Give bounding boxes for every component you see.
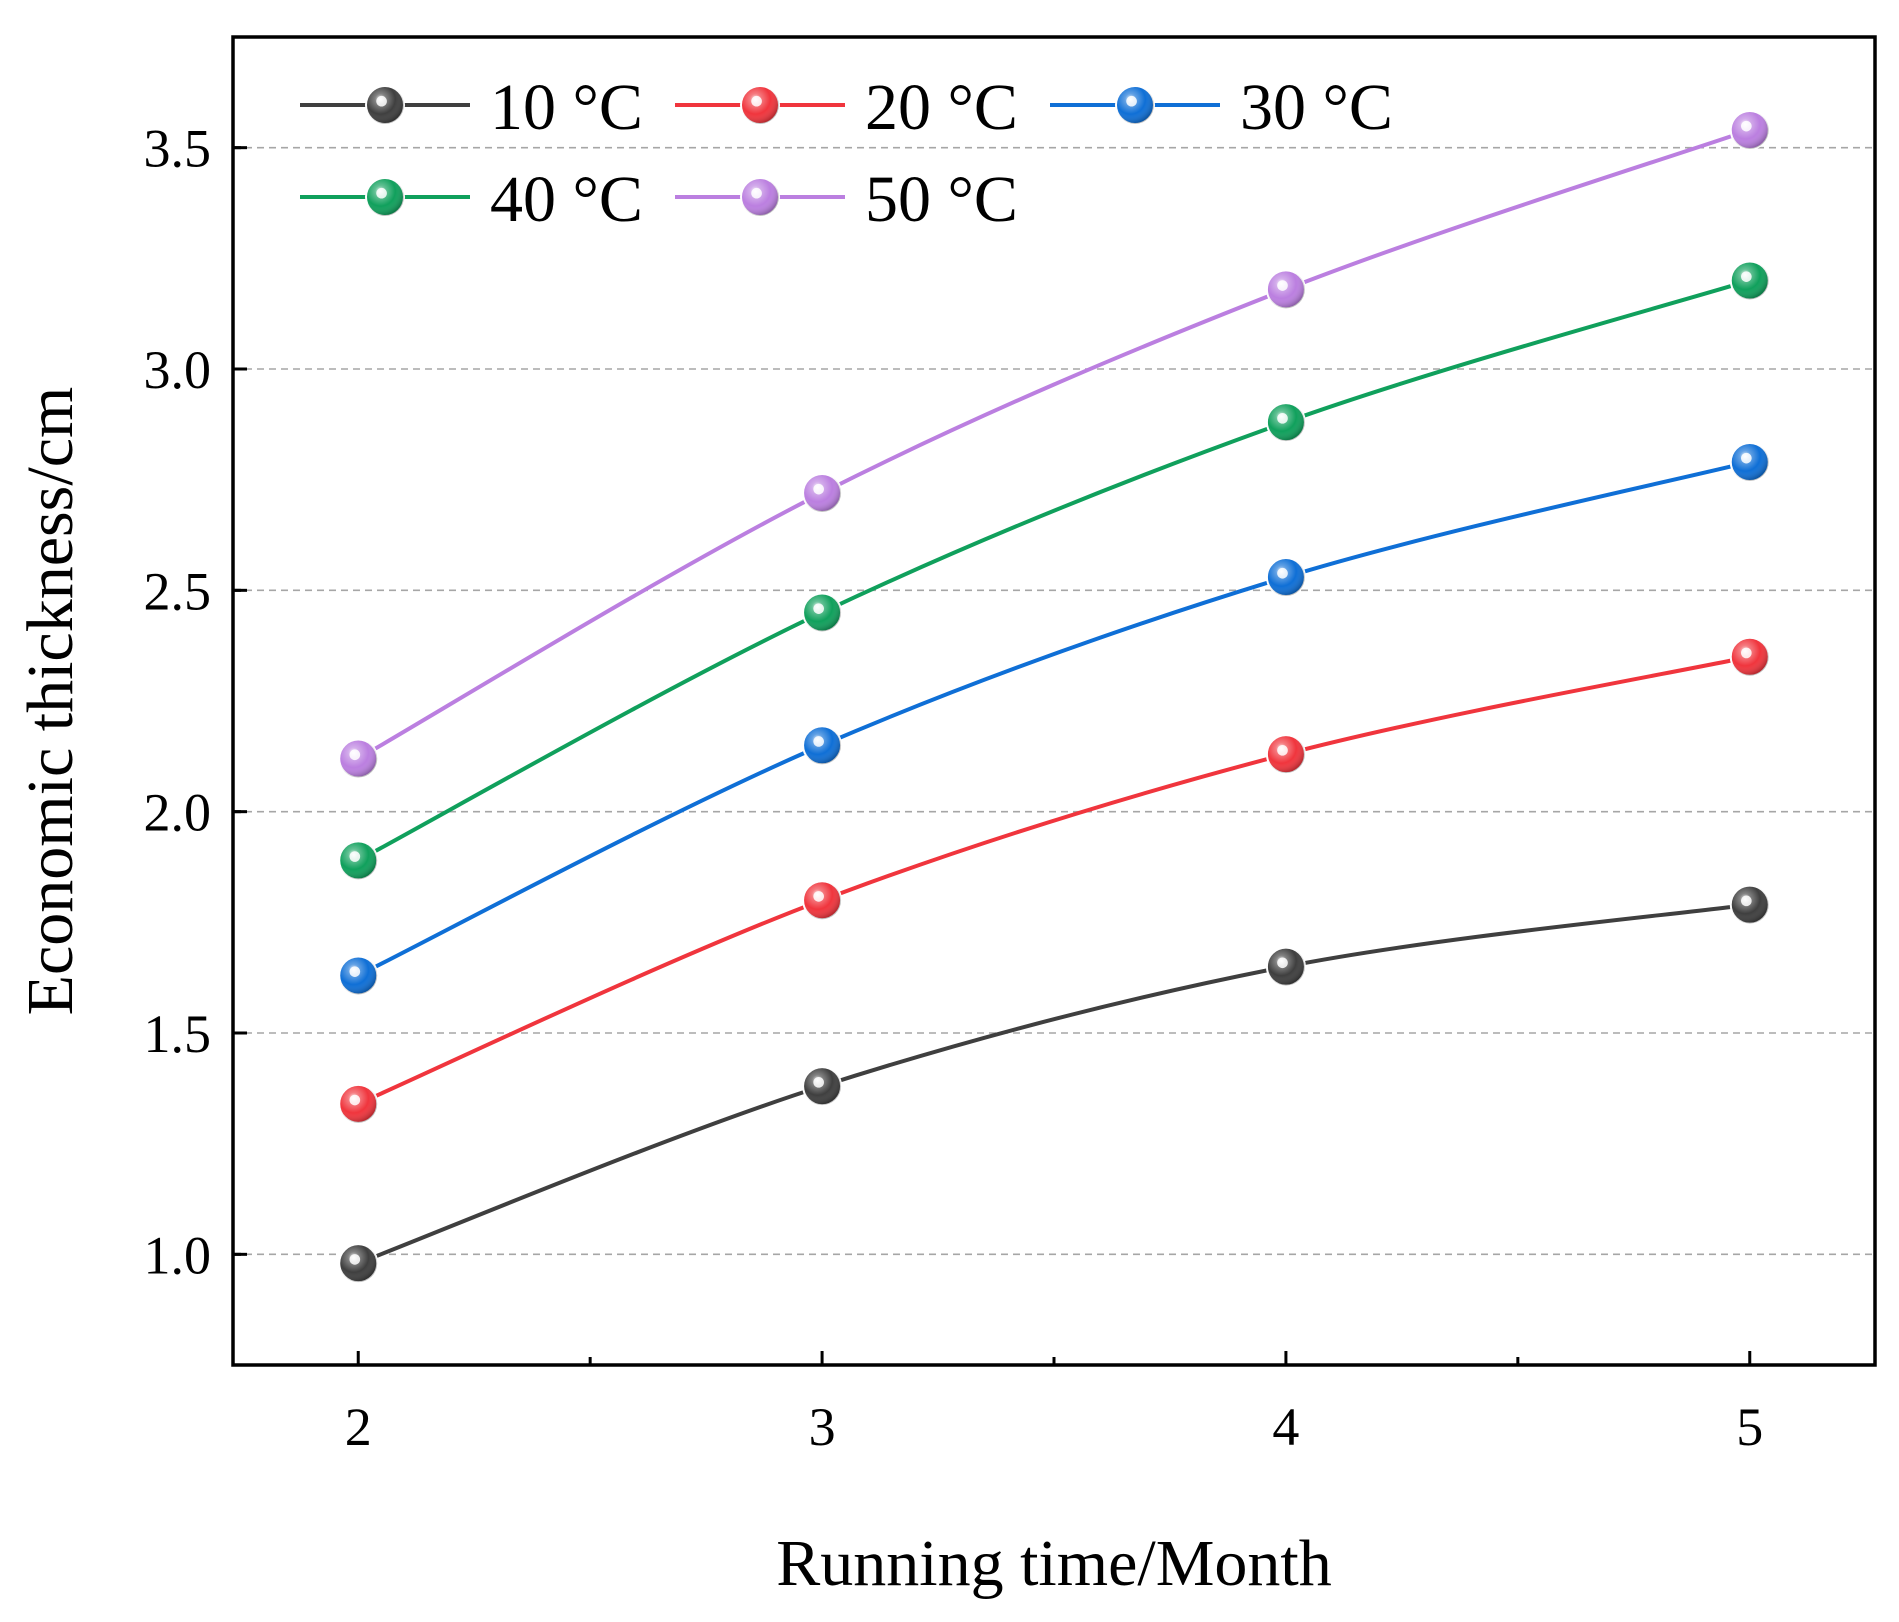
legend-label: 50 °C	[865, 163, 1018, 236]
data-point	[1729, 441, 1770, 482]
marker-highlight	[813, 1077, 824, 1088]
data-point	[338, 955, 379, 996]
marker-highlight	[349, 1094, 361, 1106]
legend-label: 40 °C	[490, 163, 643, 236]
legend-swatch-marker	[740, 177, 780, 217]
y-tick-label: 1.0	[144, 1225, 212, 1285]
data-point	[1265, 269, 1306, 310]
legend-swatch-marker	[740, 85, 780, 125]
marker-highlight	[1741, 120, 1752, 132]
data-point	[802, 725, 843, 766]
series-line	[357, 128, 1751, 761]
data-point	[1729, 109, 1770, 150]
data-point	[1265, 557, 1306, 598]
marker-highlight	[751, 95, 762, 107]
series-20c	[338, 636, 1770, 1124]
data-point	[802, 472, 843, 513]
series-line	[357, 460, 1751, 978]
series-line	[357, 654, 1751, 1106]
data-point	[802, 880, 843, 921]
marker-highlight	[349, 851, 361, 862]
marker-highlight	[1277, 413, 1288, 424]
axes: 1.0 1.5 2.0 2.5 3.0 3.5 2 3 4 5	[144, 35, 1877, 1457]
y-tick-label: 1.5	[144, 1004, 212, 1064]
marker-highlight	[751, 187, 762, 199]
gridlines	[233, 146, 1875, 1256]
legend-item: 30 °C	[1050, 71, 1393, 144]
plot-frame	[231, 35, 1877, 1367]
marker-highlight	[1277, 567, 1288, 579]
x-axis-title: Running time/Month	[776, 1527, 1332, 1600]
y-tick-label: 2.0	[144, 783, 212, 843]
marker-highlight	[349, 749, 361, 761]
series-line	[357, 902, 1751, 1266]
legend-item: 10 °C	[300, 71, 643, 144]
marker-highlight	[1741, 895, 1752, 907]
marker-highlight	[1741, 271, 1752, 282]
series-lines	[338, 109, 1770, 1284]
data-point	[338, 1243, 379, 1284]
x-tick-label: 4	[1272, 1397, 1299, 1457]
legend-item: 20 °C	[675, 71, 1018, 144]
marker-highlight	[813, 736, 824, 747]
data-point	[338, 738, 379, 779]
x-tick-label: 5	[1736, 1397, 1763, 1457]
marker-highlight	[1741, 452, 1752, 464]
legend-label: 20 °C	[865, 71, 1018, 144]
marker-highlight	[349, 1254, 361, 1265]
series-line	[357, 278, 1751, 863]
data-point	[1729, 260, 1770, 301]
x-tick-label: 2	[345, 1397, 372, 1457]
legend-swatch-marker	[365, 177, 405, 217]
marker-highlight	[376, 187, 387, 199]
y-tick-label: 3.0	[144, 340, 212, 400]
series-30c	[338, 441, 1770, 996]
series-10c	[338, 884, 1770, 1284]
y-tick-label: 2.5	[144, 561, 212, 621]
data-point	[1265, 402, 1306, 443]
legend-swatch-marker	[365, 85, 405, 125]
marker-highlight	[813, 891, 824, 902]
data-point	[1729, 884, 1770, 925]
legend-swatch-marker	[1115, 85, 1155, 125]
data-point	[338, 840, 379, 881]
marker-highlight	[376, 95, 387, 107]
marker-highlight	[813, 603, 824, 614]
series-40c	[338, 260, 1770, 881]
data-point	[338, 1083, 379, 1124]
marker-highlight	[1277, 745, 1288, 756]
series-50c	[338, 109, 1770, 779]
marker-highlight	[1277, 280, 1288, 291]
marker-highlight	[1277, 957, 1288, 969]
x-tick-label: 3	[809, 1397, 836, 1457]
legend-label: 30 °C	[1240, 71, 1393, 144]
marker-highlight	[349, 966, 361, 977]
data-point	[802, 1066, 843, 1107]
y-tick-label: 3.5	[144, 119, 212, 179]
legend: 10 °C 20 °C 30 °C 40 °C 50 °C	[300, 71, 1393, 236]
legend-item: 40 °C	[300, 163, 643, 236]
legend-item: 50 °C	[675, 163, 1018, 236]
y-axis-title: Economic thickness/cm	[14, 387, 87, 1016]
legend-label: 10 °C	[490, 71, 643, 144]
data-point	[1265, 946, 1306, 987]
marker-highlight	[1126, 95, 1137, 107]
marker-highlight	[813, 483, 824, 495]
data-point	[802, 592, 843, 633]
marker-highlight	[1741, 647, 1752, 659]
data-point	[1265, 734, 1306, 775]
data-point	[1729, 636, 1770, 677]
